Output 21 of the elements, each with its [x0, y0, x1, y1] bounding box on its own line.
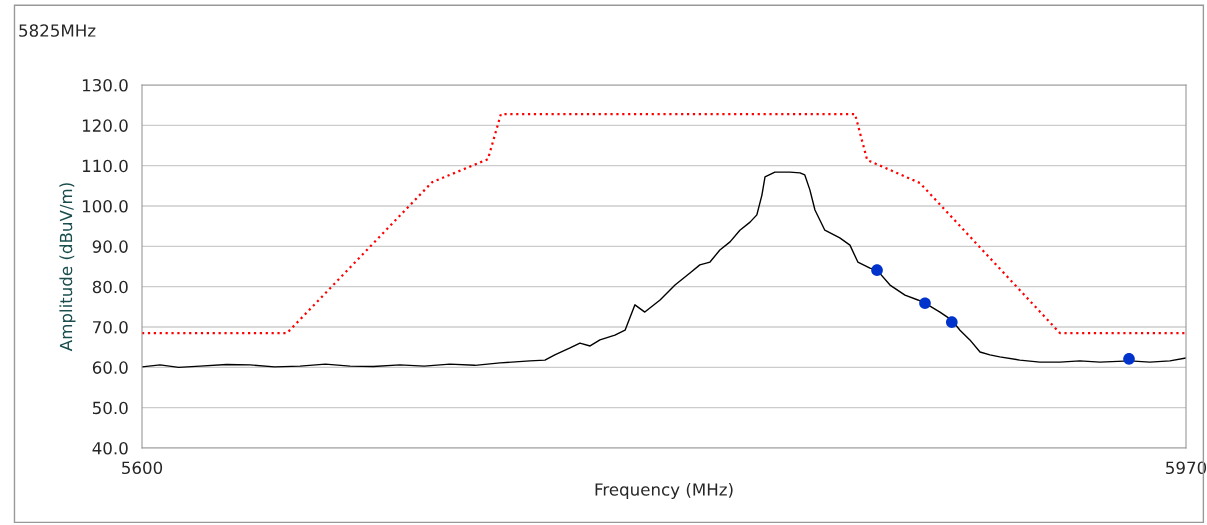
x-tick-label: 5970 — [1166, 461, 1207, 475]
y-tick-label: 50.0 — [92, 401, 128, 415]
line-series — [142, 112, 1186, 335]
y-tick-label: 90.0 — [92, 240, 128, 253]
point — [946, 316, 958, 328]
y-tick-label: 80.0 — [92, 280, 128, 294]
x-tick-label: 5600 — [122, 461, 163, 475]
point — [919, 297, 931, 310]
y-tick-label: 40.0 — [92, 441, 128, 455]
x-axis-title: Frequency (MHz) — [595, 482, 733, 500]
y-tick-label: 70.0 — [93, 320, 128, 334]
point — [871, 264, 883, 276]
chart-title: 5825MHz — [19, 24, 96, 37]
y-axis-title: Amplitude (dBuV/m) — [59, 183, 76, 352]
y-tick-label: 120.0 — [82, 119, 128, 132]
point — [1123, 353, 1135, 365]
y-tick-label: 110.0 — [82, 159, 128, 173]
y-tick-label: 60.0 — [92, 361, 128, 374]
y-tick-label: 130.0 — [82, 78, 128, 92]
line-series — [142, 171, 1186, 369]
y-tick-label: 100.0 — [82, 199, 128, 213]
